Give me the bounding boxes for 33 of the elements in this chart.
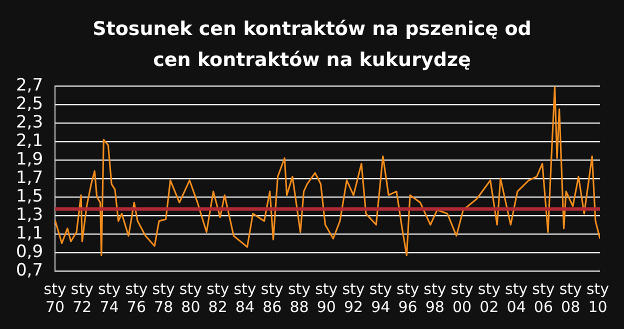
x-tick-label: sty 02 bbox=[478, 280, 501, 316]
y-tick-label: 2,7 bbox=[16, 75, 44, 96]
y-tick-label: 2,3 bbox=[16, 112, 44, 132]
x-tick-label: sty 80 bbox=[179, 280, 202, 316]
y-tick-label: 1,1 bbox=[16, 223, 44, 244]
x-tick-label: sty 74 bbox=[98, 280, 121, 316]
x-tick-label: sty 72 bbox=[70, 280, 94, 316]
x-tick-label: sty 00 bbox=[450, 280, 474, 316]
x-tick-label: sty 78 bbox=[152, 280, 175, 316]
y-tick-label: 1,7 bbox=[16, 168, 44, 188]
y-tick-label: 2,5 bbox=[16, 94, 44, 114]
x-tick-label: sty 70 bbox=[44, 280, 66, 316]
y-tick-label: 1,3 bbox=[16, 204, 44, 225]
x-tick-label: sty 90 bbox=[315, 280, 338, 316]
x-tick-label: sty 96 bbox=[396, 280, 420, 316]
x-tick-label: sty 06 bbox=[532, 280, 555, 316]
y-tick-label: 1,5 bbox=[16, 186, 44, 206]
x-tick-label: sty 84 bbox=[234, 280, 256, 316]
chart-title: Stosunek cen kontraktów na pszenicę od cen kontraktów na kukurydzę bbox=[92, 17, 532, 73]
x-tick-label: sty 10 bbox=[586, 280, 610, 316]
x-tick-label: sty 86 bbox=[260, 280, 284, 316]
x-tick-label: sty 76 bbox=[125, 280, 148, 316]
x-tick-label: sty 92 bbox=[342, 280, 365, 316]
x-tick-label: sty 82 bbox=[206, 280, 230, 316]
x-tick-label: sty 98 bbox=[424, 280, 446, 316]
y-tick-label: 2,1 bbox=[16, 130, 44, 151]
x-tick-label: sty 08 bbox=[559, 280, 582, 316]
y-tick-label: 0,9 bbox=[16, 242, 44, 262]
x-tick-label: sty 94 bbox=[369, 280, 392, 316]
y-tick-label: 0,7 bbox=[16, 260, 44, 280]
x-tick-label: sty 88 bbox=[288, 280, 311, 316]
x-tick-label: sty 04 bbox=[505, 280, 528, 316]
y-tick-label: 1,9 bbox=[16, 149, 44, 170]
